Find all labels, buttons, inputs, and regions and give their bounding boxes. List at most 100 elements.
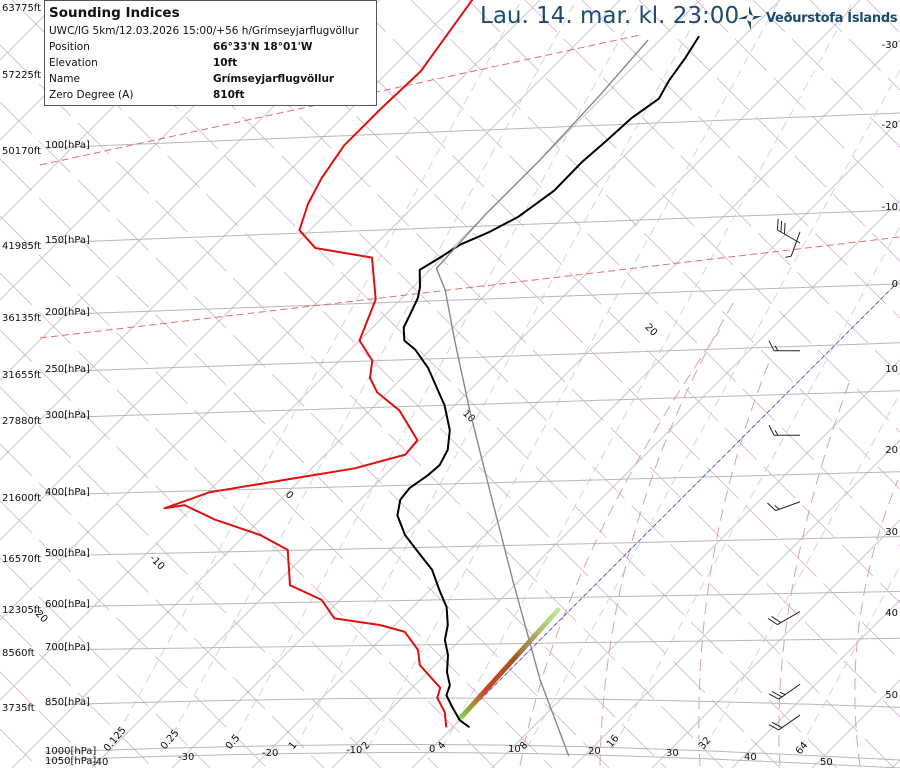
- icing-band: [459, 607, 561, 719]
- altitude-label: 27880ft: [2, 416, 41, 427]
- isotherm-line: [331, 199, 900, 768]
- isotherm-line: [251, 119, 900, 768]
- isotherm-line: [0, 0, 621, 621]
- wind-barb-flag: [771, 721, 783, 729]
- isobar-line: [44, 209, 900, 244]
- sounding-indices-box: Sounding Indices UWC/IG 5km/12.03.2026 1…: [44, 0, 377, 106]
- wind-barb: [768, 714, 801, 731]
- dry-adiabat-line: [524, 0, 900, 376]
- mixing-ratio-tick: 1: [287, 740, 300, 752]
- isotherm-line: [0, 0, 461, 461]
- isobar-line: [44, 590, 900, 608]
- wind-barb-flag: [780, 220, 783, 233]
- adiabat-label: -10: [147, 553, 166, 572]
- moist-adiabat-line: [599, 299, 736, 767]
- dry-adiabat-line: [0, 158, 610, 768]
- wind-barb: [767, 501, 801, 512]
- altitude-label: 57225ft: [2, 70, 41, 81]
- dry-adiabat-line: [467, 0, 900, 433]
- pressure-label: 850[hPa]: [45, 697, 90, 708]
- axis-labels: 100[hPa] 50170ft 150[hPa] 41985ft 200[hPa] 36…: [2, 3, 898, 768]
- zero-isotherm-line: [464, 284, 896, 716]
- altitude-label: 3735ft: [2, 703, 35, 714]
- wind-barb-flag: [768, 425, 775, 436]
- parcel-profile-line: [435, 39, 649, 757]
- vedur-logo-icon: [738, 6, 762, 30]
- info-value: 810ft: [213, 89, 245, 101]
- info-row-name: Name Grímseyjarflugvöllur: [49, 71, 372, 87]
- altitude-label: 12305ft: [2, 605, 41, 616]
- bottom-temperature-tick: -40: [92, 757, 108, 768]
- wind-barb-flag: [774, 505, 780, 510]
- isotherm-line: [11, 0, 781, 768]
- altitude-label: 8560ft: [2, 648, 35, 659]
- bottom-temperature-tick: -10: [346, 745, 362, 756]
- pressure-label: 300[hPa]: [45, 410, 90, 421]
- dry-adiabat-line: [0, 500, 268, 768]
- isobar-line: [44, 471, 900, 496]
- mixing-ratio-tick: 8: [518, 740, 531, 752]
- isobar-line: [44, 752, 900, 768]
- dry-adiabat-line: [0, 101, 667, 768]
- dry-adiabat-line: [125, 0, 895, 768]
- temperature-profile-line: [396, 35, 700, 729]
- info-title: Sounding Indices: [49, 5, 180, 21]
- mixing-ratio-line: [526, 69, 900, 749]
- info-subtitle: UWC/IG 5km/12.03.2026 15:00/+56 h/Grímse…: [49, 25, 359, 37]
- mixing-ratio-line: [441, 0, 854, 749]
- vedur-logo: Veðurstofa Íslands: [738, 5, 898, 31]
- pressure-label: 1050[hPa]: [45, 756, 96, 767]
- dry-adiabat-line: [752, 0, 900, 148]
- right-temperature-tick: 40: [885, 608, 898, 619]
- bottom-temperature-tick: -30: [178, 752, 194, 763]
- right-temperature-tick: -20: [882, 120, 898, 131]
- reference-dashed-line: [39, 34, 641, 166]
- isotherm-line: [571, 439, 900, 768]
- isotherm-line: [171, 39, 900, 768]
- mixing-ratio-line: [612, 225, 900, 749]
- wind-barb-flag: [774, 345, 779, 351]
- isotherm-line: [651, 519, 900, 768]
- pressure-label: 250[hPa]: [45, 364, 90, 375]
- dry-adiabat-line: [809, 0, 900, 91]
- wind-barb: [768, 340, 800, 352]
- info-value: 10ft: [213, 57, 238, 69]
- dew-point-profile-line: [163, 0, 474, 728]
- pressure-label: 700[hPa]: [45, 642, 90, 653]
- bottom-temperature-tick: 10: [508, 744, 521, 755]
- dry-adiabat-line: [0, 215, 553, 768]
- isotherm-line: [0, 0, 541, 541]
- dry-adiabat-line: [353, 0, 900, 547]
- mixing-ratio-line: [229, 0, 642, 749]
- info-label: Name: [49, 73, 80, 85]
- isotherm-line: [731, 599, 900, 768]
- bottom-temperature-tick: -20: [262, 748, 278, 759]
- mixing-ratio-line: [704, 393, 900, 749]
- dry-adiabat-line: [0, 728, 40, 768]
- wind-barb-flag: [767, 502, 776, 512]
- info-row-elevation: Elevation 10ft: [49, 55, 372, 71]
- info-row-zero-degree: Zero Degree (A) 810ft: [49, 87, 372, 103]
- wind-barb-flag: [774, 430, 779, 436]
- moist-adiabat-line: [854, 479, 899, 767]
- wind-barb-staff: [778, 683, 801, 700]
- right-temperature-tick: -30: [882, 40, 898, 51]
- wind-barb-flag: [771, 691, 783, 698]
- dry-adiabat-line: [410, 0, 900, 490]
- right-temperature-tick: 50: [885, 690, 898, 701]
- moist-adiabat-line: [519, 329, 721, 767]
- right-temperature-tick: 30: [885, 527, 898, 538]
- isotherm-line: [0, 0, 701, 701]
- dry-adiabat-line: [0, 557, 211, 768]
- dry-adiabat-line: [0, 671, 97, 768]
- bottom-temperature-tick: 40: [744, 752, 757, 763]
- dry-adiabat-line: [68, 0, 838, 768]
- altitude-label: 36135ft: [2, 313, 41, 324]
- pressure-label: 200[hPa]: [45, 307, 90, 318]
- dry-adiabat-line: [581, 0, 900, 319]
- right-temperature-tick: 20: [885, 445, 898, 456]
- dry-adiabat-line: [0, 386, 382, 768]
- bottom-temperature-tick: 50: [820, 757, 833, 768]
- wind-barb-flag: [776, 218, 779, 231]
- info-label: Elevation: [49, 57, 98, 69]
